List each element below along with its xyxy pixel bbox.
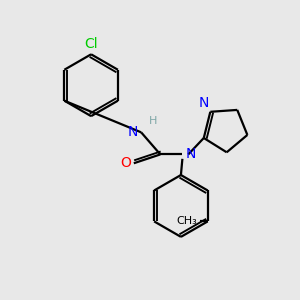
Text: N: N bbox=[185, 147, 196, 161]
Text: CH₃: CH₃ bbox=[177, 216, 197, 226]
Text: N: N bbox=[199, 96, 209, 110]
Text: N: N bbox=[127, 125, 138, 139]
Text: H: H bbox=[148, 116, 157, 126]
Text: O: O bbox=[121, 156, 131, 170]
Text: Cl: Cl bbox=[84, 38, 98, 51]
